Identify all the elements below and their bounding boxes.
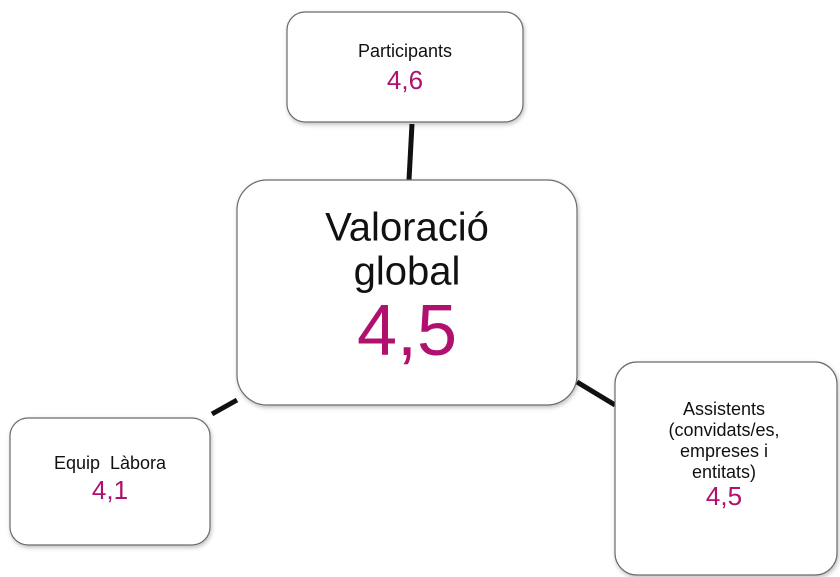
node-value: 4,6 (387, 65, 423, 95)
node-label: entitats) (692, 462, 756, 482)
node-label: (convidats/es, (668, 420, 779, 440)
node-label: Participants (358, 41, 452, 61)
node-box (9, 417, 211, 546)
center-box (236, 179, 578, 406)
node-label: Assistents (683, 399, 765, 419)
node-value: 4,5 (357, 291, 457, 371)
connector (406, 123, 415, 181)
connector (575, 379, 617, 408)
node-label: empreses i (680, 441, 768, 461)
node-box (286, 11, 524, 123)
node-label: global (354, 250, 461, 294)
connector (210, 397, 239, 417)
node-label: Equip Làbora (54, 453, 167, 473)
node-value: 4,1 (92, 475, 128, 505)
node-label: Valoració (325, 206, 489, 250)
node-value: 4,5 (706, 481, 742, 511)
node-box (614, 361, 838, 576)
